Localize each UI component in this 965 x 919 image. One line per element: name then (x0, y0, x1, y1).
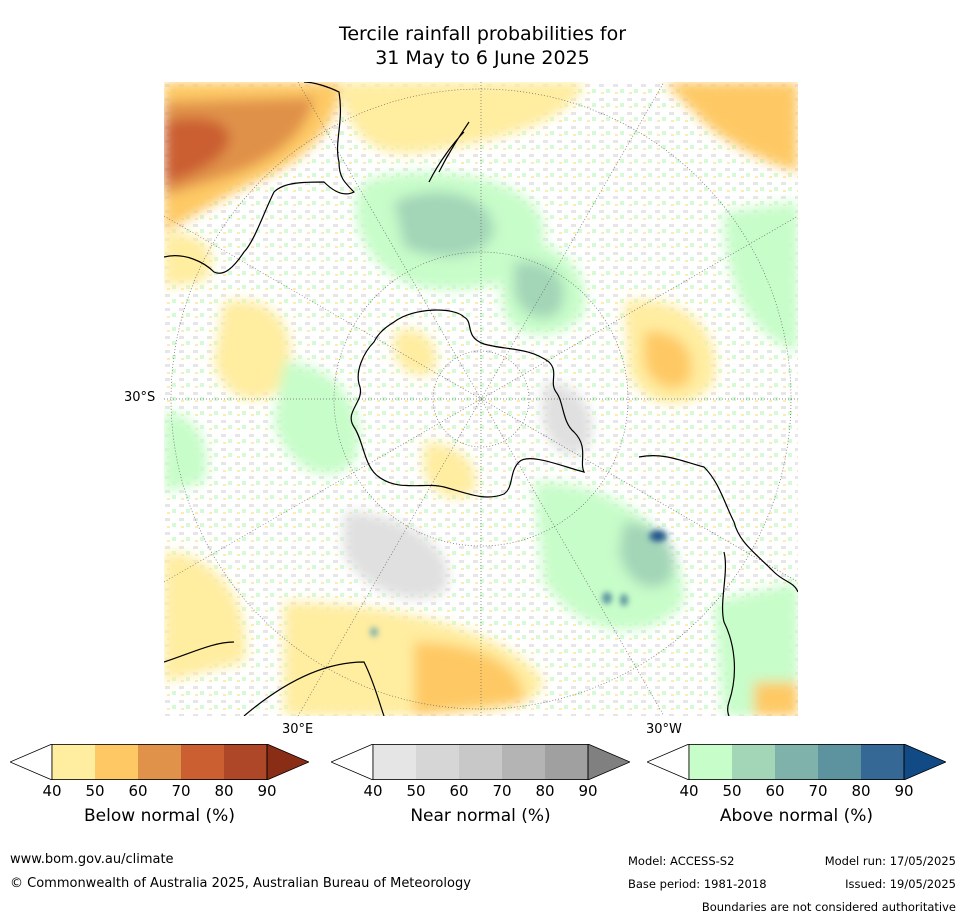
model-text: Model: ACCESS-S2 (628, 854, 735, 868)
near-normal-swatch-40 (373, 744, 416, 780)
above-normal-label: Above normal (%) (719, 806, 874, 826)
map-title-line1: Tercile rainfall probabilities for (338, 23, 627, 45)
below-normal-tick-80: 80 (214, 782, 234, 800)
below-normal-swatch-50 (95, 744, 138, 780)
below-normal-under-triangle (8, 743, 53, 781)
near-normal-tick-80: 80 (535, 782, 555, 800)
new-zealand-outline (428, 121, 470, 183)
near-normal-swatch-50 (416, 744, 459, 780)
below-normal-colorbar: 40 50 60 70 80 90 Below normal (%) (8, 743, 311, 826)
africa-outline (164, 641, 385, 716)
issued-text: Issued: 19/05/2025 (845, 877, 956, 891)
above-normal-swatch-40 (689, 744, 732, 780)
above-normal-swatch-80 (861, 744, 904, 780)
above-normal-tick-90: 90 (894, 782, 914, 800)
below-normal-swatch-80 (224, 744, 267, 780)
model-run-text: Model run: 17/05/2025 (824, 854, 956, 868)
near-normal-tick-60: 60 (449, 782, 469, 800)
above-normal-swatch-60 (775, 744, 818, 780)
graticule (164, 82, 798, 716)
below-normal-swatch-60 (138, 744, 181, 780)
above-normal-under-triangle (645, 743, 690, 781)
above-normal-tick-80: 80 (851, 782, 871, 800)
above-normal-tick-50: 50 (722, 782, 742, 800)
above-normal-over-triangle (903, 743, 948, 781)
south-america-outline (638, 455, 798, 716)
near-normal-label: Near normal (%) (410, 806, 551, 826)
near-normal-under-triangle (329, 743, 374, 781)
below-normal-label: Below normal (%) (84, 806, 235, 826)
near-normal-swatch-80 (545, 744, 588, 780)
antarctica-outline (350, 309, 586, 498)
australia-outline (164, 82, 356, 274)
probability-spots (370, 530, 667, 637)
map-title-line2: 31 May to 6 June 2025 (375, 47, 590, 69)
above-normal-colorbar: 40 50 60 70 80 90 Above normal (%) (645, 743, 948, 826)
below-normal-tick-70: 70 (171, 782, 191, 800)
above-normal-swatch-50 (732, 744, 775, 780)
near-normal-tick-70: 70 (492, 782, 512, 800)
lon-30w-label: 30°W (646, 722, 682, 737)
probability-map (164, 82, 798, 716)
near-normal-swatch-60 (459, 744, 502, 780)
below-normal-tick-50: 50 (85, 782, 105, 800)
below-normal-tick-40: 40 (42, 782, 62, 800)
below-normal-swatch-40 (52, 744, 95, 780)
disclaimer-text: Boundaries are not considered authoritat… (701, 900, 956, 914)
near-normal-colorbar: 40 50 60 70 80 90 Near normal (%) (329, 743, 632, 826)
below-normal-tick-60: 60 (128, 782, 148, 800)
copyright-text: © Commonwealth of Australia 2025, Austra… (10, 876, 471, 891)
near-normal-swatch-70 (502, 744, 545, 780)
above-normal-tick-40: 40 (679, 782, 699, 800)
below-normal-swatch-70 (181, 744, 224, 780)
website-link[interactable]: www.bom.gov.au/climate (10, 852, 174, 867)
lon-30e-label: 30°E (282, 722, 314, 737)
below-normal-over-triangle (266, 743, 311, 781)
coastlines (164, 82, 798, 716)
base-period-text: Base period: 1981-2018 (628, 877, 767, 891)
near-normal-tick-50: 50 (406, 782, 426, 800)
near-normal-tick-40: 40 (363, 782, 383, 800)
below-normal-tick-90: 90 (257, 782, 277, 800)
above-normal-tick-70: 70 (808, 782, 828, 800)
near-normal-over-triangle (587, 743, 632, 781)
probability-patches (164, 82, 798, 716)
above-normal-tick-60: 60 (765, 782, 785, 800)
above-normal-swatch-70 (818, 744, 861, 780)
lat-30s-label: 30°S (124, 390, 156, 405)
near-normal-tick-90: 90 (578, 782, 598, 800)
